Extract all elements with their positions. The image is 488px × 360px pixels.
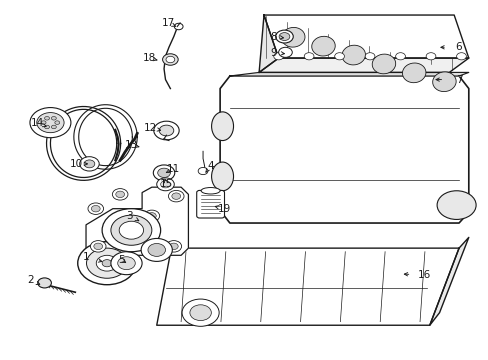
Circle shape <box>279 33 289 41</box>
Text: 4: 4 <box>206 161 213 171</box>
Text: 16: 16 <box>417 270 430 280</box>
Ellipse shape <box>211 112 233 140</box>
Ellipse shape <box>402 63 425 83</box>
Ellipse shape <box>432 72 455 91</box>
Circle shape <box>334 53 344 60</box>
Ellipse shape <box>201 188 220 194</box>
Circle shape <box>273 53 283 60</box>
Circle shape <box>154 121 179 140</box>
Circle shape <box>365 53 374 60</box>
Text: 15: 15 <box>160 179 173 189</box>
Text: 3: 3 <box>126 211 133 221</box>
Circle shape <box>436 191 475 220</box>
Circle shape <box>182 299 219 326</box>
Circle shape <box>88 203 103 215</box>
Text: 2: 2 <box>27 275 34 285</box>
Circle shape <box>37 113 64 133</box>
Ellipse shape <box>211 162 233 191</box>
Circle shape <box>102 260 112 267</box>
Circle shape <box>118 257 135 270</box>
Circle shape <box>159 125 173 136</box>
Circle shape <box>153 165 174 181</box>
Polygon shape <box>264 15 468 58</box>
Circle shape <box>90 240 106 252</box>
Circle shape <box>141 238 172 261</box>
Circle shape <box>425 53 435 60</box>
Circle shape <box>51 125 56 129</box>
Text: 7: 7 <box>455 75 462 85</box>
Circle shape <box>198 167 207 175</box>
Text: 11: 11 <box>167 164 180 174</box>
Circle shape <box>275 30 293 43</box>
Text: 19: 19 <box>217 204 230 214</box>
Polygon shape <box>86 187 188 255</box>
Circle shape <box>96 255 118 271</box>
Text: 13: 13 <box>124 140 138 150</box>
Circle shape <box>158 168 170 177</box>
Circle shape <box>162 54 178 65</box>
Polygon shape <box>259 15 278 72</box>
Circle shape <box>148 243 165 256</box>
Ellipse shape <box>371 54 395 74</box>
Circle shape <box>165 240 181 252</box>
Circle shape <box>44 117 49 120</box>
Circle shape <box>78 242 136 285</box>
Circle shape <box>119 221 143 239</box>
Text: 6: 6 <box>455 42 462 52</box>
Circle shape <box>144 210 159 222</box>
Circle shape <box>102 209 160 252</box>
Circle shape <box>86 248 127 278</box>
Circle shape <box>111 215 152 245</box>
Text: 18: 18 <box>142 53 156 63</box>
Polygon shape <box>157 248 458 325</box>
Text: 10: 10 <box>70 159 82 169</box>
Circle shape <box>304 53 313 60</box>
Circle shape <box>91 206 100 212</box>
Circle shape <box>30 108 71 138</box>
Polygon shape <box>259 58 468 72</box>
Circle shape <box>112 189 128 200</box>
Text: 8: 8 <box>270 32 277 41</box>
Circle shape <box>395 53 405 60</box>
Text: 14: 14 <box>31 118 44 128</box>
Text: 5: 5 <box>118 255 124 265</box>
Ellipse shape <box>341 45 365 65</box>
Polygon shape <box>229 72 468 76</box>
Circle shape <box>189 305 211 320</box>
Circle shape <box>157 178 174 191</box>
Circle shape <box>160 181 170 188</box>
Circle shape <box>174 23 183 30</box>
Circle shape <box>147 213 156 219</box>
Circle shape <box>51 117 56 120</box>
Circle shape <box>171 193 180 199</box>
Circle shape <box>84 160 95 168</box>
Text: 17: 17 <box>161 18 174 28</box>
Polygon shape <box>429 237 468 325</box>
Circle shape <box>55 121 60 125</box>
Circle shape <box>80 157 99 171</box>
Circle shape <box>111 252 142 275</box>
Text: 9: 9 <box>270 48 277 58</box>
Circle shape <box>278 47 292 57</box>
Text: 12: 12 <box>144 123 157 133</box>
Ellipse shape <box>281 27 305 47</box>
Circle shape <box>169 243 178 249</box>
Circle shape <box>44 125 49 129</box>
Text: 1: 1 <box>82 252 89 262</box>
Circle shape <box>41 121 46 125</box>
Circle shape <box>94 243 102 249</box>
Circle shape <box>116 191 124 198</box>
Circle shape <box>38 278 51 288</box>
Circle shape <box>168 190 183 202</box>
Polygon shape <box>220 76 468 223</box>
Circle shape <box>456 53 466 60</box>
Ellipse shape <box>311 36 335 56</box>
Circle shape <box>165 56 174 63</box>
FancyBboxPatch shape <box>196 190 224 218</box>
